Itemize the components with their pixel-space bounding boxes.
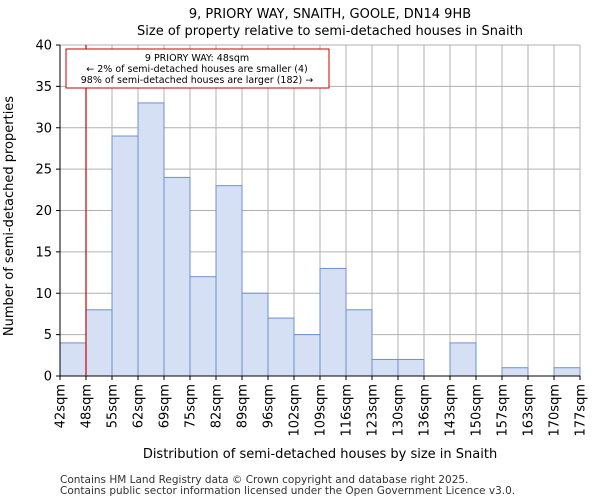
x-ticks: 42sqm 48sqm 55sqm 62sqm 69sqm 75sqm 82sqm 89sqm… [54,376,589,437]
y-tick-label: 20 [35,204,52,219]
x-tick-label: 109sqm [314,384,329,437]
annotation-frame [65,48,330,89]
annotation-line3: 98% of semi-detached houses are larger (… [81,75,314,86]
bar-48sqm [85,309,113,377]
x-tick-label: 177sqm [574,384,589,437]
chart-title: 9, PRIORY WAY, SNAITH, GOOLE, DN14 9HB [189,7,471,22]
y-tick-label: 30 [35,121,52,136]
footer-line1: Contains HM Land Registry data © Crown c… [60,474,468,486]
x-tick-label: 82sqm [210,384,225,428]
x-tick-label: 143sqm [444,384,459,437]
x-axis-label: Distribution of semi-detached houses by … [143,447,497,462]
x-tick-label: 157sqm [496,384,511,437]
bar-96sqm [267,317,295,377]
bar-170sqm [553,367,581,377]
y-ticks: 0 5 10 15 20 25 30 35 40 [35,39,60,385]
bar-123sqm [371,358,399,377]
bar-75sqm [189,276,217,377]
x-tick-label: 163sqm [522,384,537,437]
x-tick-label: 75sqm [184,384,199,428]
x-tick-label: 96sqm [262,384,277,428]
x-tick-label: 123sqm [366,384,381,437]
x-tick-label: 136sqm [418,384,433,437]
bar-116sqm [345,309,373,377]
bar-102sqm [293,334,321,377]
y-tick-label: 10 [35,287,52,302]
y-tick-label: 35 [35,80,52,95]
bar-157sqm [501,367,529,377]
x-tick-label: 116sqm [340,384,355,437]
annotation-box: 9 PRIORY WAY: 48sqm ← 2% of semi-detache… [65,48,330,89]
y-axis-label: Number of semi-detached properties [2,96,17,336]
x-tick-label: 89sqm [236,384,251,428]
annotation-line1: 9 PRIORY WAY: 48sqm [145,53,249,64]
annotation-line2: ← 2% of semi-detached houses are smaller… [86,64,307,75]
y-tick-label: 15 [35,245,52,260]
y-tick-label: 40 [35,39,52,54]
x-tick-label: 42sqm [54,384,69,428]
bar-62sqm [137,102,165,377]
footer-line2: Contains public sector information licen… [60,485,515,497]
x-tick-label: 62sqm [132,384,147,428]
y-tick-label: 5 [44,328,52,343]
bar-143sqm [449,342,477,377]
y-tick-label: 25 [35,163,52,178]
x-tick-label: 69sqm [158,384,173,428]
chart-subtitle: Size of property relative to semi-detach… [137,24,523,39]
x-tick-label: 48sqm [80,384,95,428]
x-tick-label: 130sqm [392,384,407,437]
bar-130sqm [397,358,425,377]
bar-42sqm [59,342,87,377]
x-tick-label: 170sqm [548,384,563,437]
x-tick-label: 102sqm [288,384,303,437]
bar-55sqm [111,135,139,377]
y-tick-label: 0 [44,370,52,385]
bar-69sqm [163,176,191,377]
x-tick-label: 150sqm [470,384,485,437]
bar-82sqm [215,185,243,377]
bar-89sqm [241,292,269,377]
bar-109sqm [319,267,347,377]
x-tick-label: 55sqm [106,384,121,428]
